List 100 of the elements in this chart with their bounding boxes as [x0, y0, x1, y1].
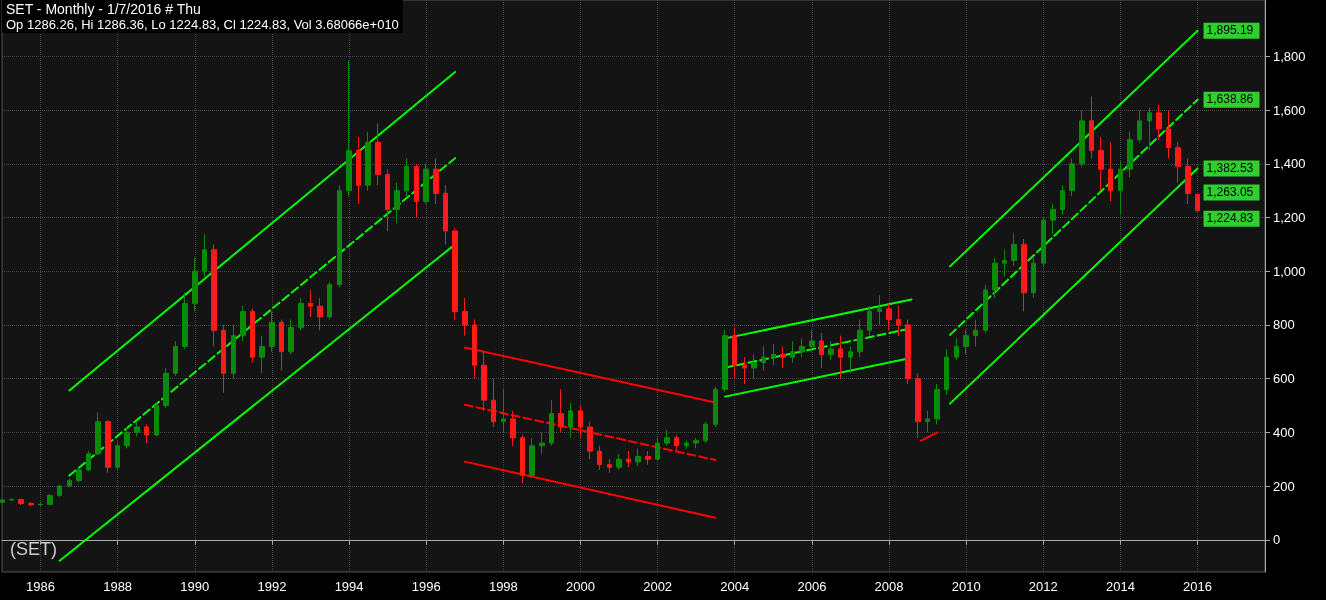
candlestick — [501, 388, 506, 433]
candlestick — [732, 327, 737, 380]
candlestick — [269, 311, 275, 353]
candlestick — [857, 319, 863, 358]
candlestick — [173, 340, 178, 377]
candlestick — [722, 329, 728, 393]
candlestick — [240, 305, 246, 342]
candlestick — [934, 383, 940, 425]
candlestick — [115, 442, 120, 471]
candlestick — [848, 345, 853, 374]
candlestick — [1185, 157, 1191, 205]
y-tick-label: 800 — [1273, 317, 1295, 333]
candlestick — [67, 478, 72, 488]
candlestick — [992, 257, 998, 299]
candlestick — [1011, 233, 1017, 267]
candlestick — [1108, 141, 1113, 202]
y-tick-label: 600 — [1273, 371, 1295, 387]
y-tick-label: 1,200 — [1273, 210, 1306, 226]
y-tick-label: 200 — [1273, 478, 1295, 494]
candlestick — [1021, 238, 1027, 313]
candlestick — [635, 447, 641, 467]
candlestick — [1195, 193, 1200, 212]
candlestick — [655, 437, 660, 462]
candlestick — [154, 402, 159, 437]
candlestick — [790, 340, 795, 364]
candlestick — [751, 353, 757, 380]
candlestick — [761, 345, 766, 372]
candlestick — [1031, 257, 1036, 299]
x-tick-label: 2014 — [1105, 579, 1135, 594]
candlestick — [1098, 136, 1104, 192]
candlestick — [481, 351, 487, 412]
candlestick — [404, 157, 409, 197]
candlestick — [771, 343, 776, 366]
candlestick — [529, 437, 535, 479]
candlestick — [587, 421, 593, 460]
candlestick — [1002, 249, 1007, 278]
candlestick — [558, 388, 564, 433]
candlestick — [95, 411, 101, 456]
x-tick-label: 1988 — [103, 579, 133, 594]
y-tick-label: 1,400 — [1273, 156, 1306, 172]
candlestick — [202, 233, 207, 278]
x-tick-label: 2000 — [565, 579, 595, 594]
candlestick — [616, 453, 622, 471]
candlestick — [144, 423, 149, 444]
candlestick — [1147, 106, 1152, 151]
candlestick — [433, 157, 439, 205]
candlestick — [944, 348, 949, 396]
candlestick — [346, 60, 352, 197]
candlestick — [1069, 157, 1075, 197]
candlestick — [568, 402, 573, 439]
candlestick — [954, 337, 959, 361]
candlestick — [1050, 203, 1056, 235]
candlestick — [713, 386, 718, 428]
candlestick — [963, 329, 969, 355]
candlestick — [0, 498, 5, 504]
candlestick — [76, 466, 82, 483]
candlestick — [549, 399, 554, 447]
candlestick — [279, 319, 284, 372]
candlestick — [838, 335, 843, 380]
x-tick-label: 2002 — [643, 579, 673, 594]
candlestick — [423, 163, 429, 205]
candlestick — [182, 292, 188, 350]
x-tick-label: 2004 — [720, 579, 750, 594]
candlestick — [983, 284, 988, 334]
candlestick — [385, 168, 390, 232]
candlestick — [915, 372, 921, 439]
candlestick — [867, 305, 872, 337]
candlestick — [877, 294, 882, 326]
y-tick-label: 400 — [1273, 424, 1295, 440]
candlestick — [799, 337, 805, 358]
candlestick — [693, 437, 699, 449]
candlestick — [809, 329, 815, 353]
candlestick — [1166, 109, 1171, 159]
candlestick — [259, 335, 265, 374]
candlestick — [47, 493, 53, 506]
candlestick — [221, 324, 226, 394]
x-tick-label: 2010 — [951, 579, 981, 594]
x-tick-label: 1990 — [180, 579, 210, 594]
candlestick — [9, 497, 14, 502]
x-tick-label: 1992 — [257, 579, 287, 594]
candlestick — [365, 131, 371, 192]
candlestick — [18, 498, 24, 506]
candlestick — [742, 356, 747, 385]
candlestick — [539, 431, 545, 455]
candlestick — [124, 426, 130, 449]
candlestick — [520, 434, 525, 484]
x-tick-label: 1996 — [411, 579, 441, 594]
candlestick — [896, 305, 901, 337]
candlestick — [905, 319, 911, 385]
candlestick — [452, 227, 458, 321]
candlestick — [414, 163, 419, 219]
candlestick — [626, 450, 631, 468]
candlestick — [1137, 109, 1142, 143]
candlestick — [1089, 96, 1094, 159]
candlestick — [1079, 109, 1085, 167]
x-tick-label: 2006 — [797, 579, 827, 594]
candlestick — [828, 340, 834, 361]
candlestick — [105, 419, 111, 474]
candlestick — [231, 324, 236, 380]
candlestick — [192, 257, 198, 313]
